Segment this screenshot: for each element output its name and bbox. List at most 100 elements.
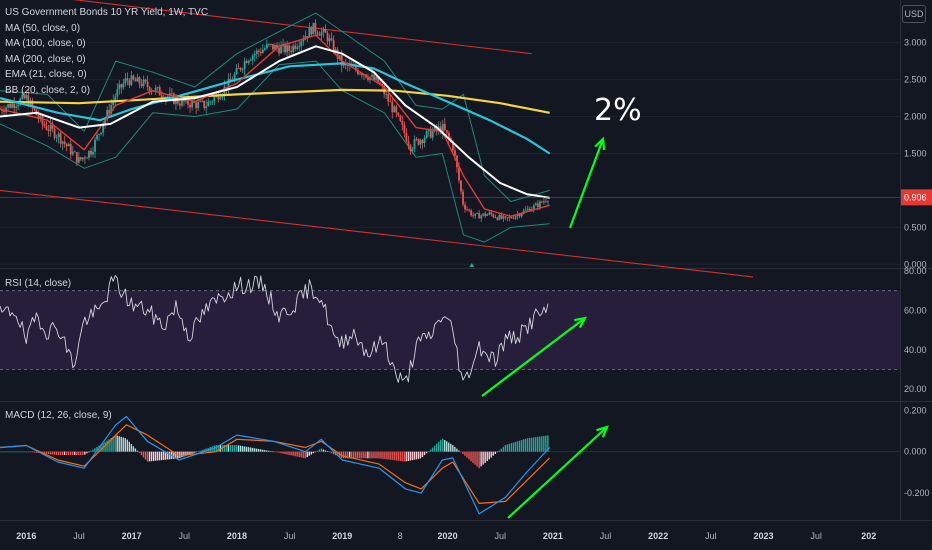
- ma50-label[interactable]: MA (50, close, 0): [5, 22, 81, 34]
- macd-histogram-bar: [488, 451, 490, 460]
- macd-legend[interactable]: MACD (12, 26, close, 9): [5, 410, 112, 421]
- macd-histogram-bar: [351, 451, 353, 459]
- arrow-head: [596, 425, 609, 438]
- candle-body: [447, 132, 450, 139]
- bb-label[interactable]: BB (20, close, 2, 0): [5, 84, 91, 96]
- macd-histogram-bar: [435, 443, 438, 452]
- candle-body: [247, 60, 250, 63]
- candle-body: [79, 157, 82, 160]
- indicator-legend: US Government Bonds 10 YR Yield, 1W, TVC…: [5, 5, 208, 98]
- candle-body: [25, 95, 28, 99]
- macd-histogram-bar: [158, 451, 161, 461]
- macd-histogram-bar: [96, 446, 98, 452]
- candle-body: [189, 104, 191, 108]
- macd-histogram-bar: [326, 451, 329, 452]
- macd-histogram-bar: [516, 441, 519, 452]
- macd-histogram-bar: [264, 450, 266, 452]
- macd-histogram-bar: [308, 451, 310, 456]
- candle-body: [336, 49, 339, 59]
- macd-histogram-bar: [359, 451, 361, 459]
- candle-body: [7, 104, 9, 108]
- candle-body: [199, 100, 202, 102]
- candle-body: [118, 84, 121, 90]
- ma100-label[interactable]: MA (100, close, 0): [5, 38, 86, 49]
- macd-histogram-bar: [51, 451, 54, 455]
- candle-body: [545, 201, 547, 203]
- macd-histogram-bar: [167, 451, 169, 460]
- macd-histogram-bar: [439, 439, 442, 452]
- macd-histogram-bar: [361, 451, 363, 459]
- macd-histogram-bar: [219, 445, 221, 452]
- candle-body: [53, 128, 56, 138]
- macd-histogram-bar: [241, 446, 244, 452]
- candle-body: [524, 209, 527, 211]
- macd-histogram-bar: [25, 451, 27, 453]
- macd-histogram-bar: [458, 450, 460, 452]
- macd-histogram-bar: [349, 451, 351, 459]
- macd-histogram-bar: [450, 443, 452, 452]
- chart-title[interactable]: US Government Bonds 10 YR Yield, 1W, TVC: [5, 7, 209, 18]
- macd-histogram-bar: [518, 440, 521, 452]
- candle-body: [138, 77, 141, 84]
- macd-histogram-bar: [393, 451, 395, 461]
- candle-body: [433, 126, 436, 132]
- candle-body: [128, 80, 131, 86]
- price-tick-label: 2.500: [904, 75, 927, 85]
- macd-histogram-bar: [104, 441, 106, 452]
- macd-histogram-bar: [302, 451, 304, 458]
- macd-histogram-bar: [492, 451, 494, 456]
- macd-histogram-bar: [19, 451, 21, 453]
- macd-histogram-bar: [314, 451, 317, 453]
- macd-histogram-bar: [371, 451, 373, 459]
- macd-histogram-bar: [205, 448, 207, 452]
- candle-body: [413, 139, 416, 149]
- candle-body: [460, 180, 462, 192]
- macd-histogram-bar: [514, 441, 517, 452]
- macd-histogram-bar: [53, 451, 56, 455]
- candle-body: [59, 133, 62, 144]
- macd-histogram-bar: [437, 441, 440, 452]
- macd-histogram-bar: [300, 451, 302, 458]
- ema21-label[interactable]: EMA (21, close, 0): [5, 69, 87, 80]
- arrow-shaft: [481, 317, 586, 397]
- candle-body: [71, 151, 74, 155]
- macd-histogram-bar: [377, 451, 379, 459]
- currency-button[interactable]: USD: [902, 5, 926, 23]
- macd-histogram-bar: [132, 446, 135, 452]
- candle-body: [494, 217, 497, 218]
- macd-histogram-bar: [415, 451, 418, 460]
- candle-body: [359, 73, 361, 75]
- candle-body: [23, 94, 26, 99]
- candle-body: [543, 201, 545, 203]
- macd-histogram-bar: [425, 451, 428, 454]
- target-annotation: 2%: [594, 93, 642, 128]
- candle-body: [356, 69, 359, 75]
- candle-body: [203, 100, 206, 109]
- candle-body: [480, 215, 483, 219]
- macd-histogram-bar: [215, 445, 217, 452]
- ma200-label[interactable]: MA (200, close, 0): [5, 53, 86, 65]
- macd-histogram-bar: [7, 451, 9, 453]
- ema21-line: [0, 34, 550, 217]
- macd-histogram-bar: [255, 448, 258, 452]
- candle-body: [175, 97, 177, 104]
- rsi-legend[interactable]: RSI (14, close): [5, 278, 72, 289]
- candle-body: [528, 208, 531, 212]
- candle-body: [263, 48, 266, 50]
- macd-tick-label: -0.200: [904, 488, 930, 498]
- macd-histogram-bar: [156, 451, 159, 461]
- candle-body: [31, 100, 34, 107]
- macd-histogram-bar: [270, 451, 272, 452]
- candle-body: [27, 95, 30, 106]
- candle-body: [158, 87, 161, 96]
- macd-histogram-bar: [258, 448, 260, 452]
- candle-body: [334, 49, 337, 53]
- macd-histogram-bar: [286, 451, 288, 455]
- macd-histogram-bar: [401, 451, 403, 462]
- macd-histogram-bar: [375, 451, 377, 459]
- macd-histogram-bar: [136, 450, 139, 452]
- candle-body: [84, 157, 86, 159]
- macd-histogram-bar: [118, 436, 120, 452]
- candle-body: [15, 106, 18, 108]
